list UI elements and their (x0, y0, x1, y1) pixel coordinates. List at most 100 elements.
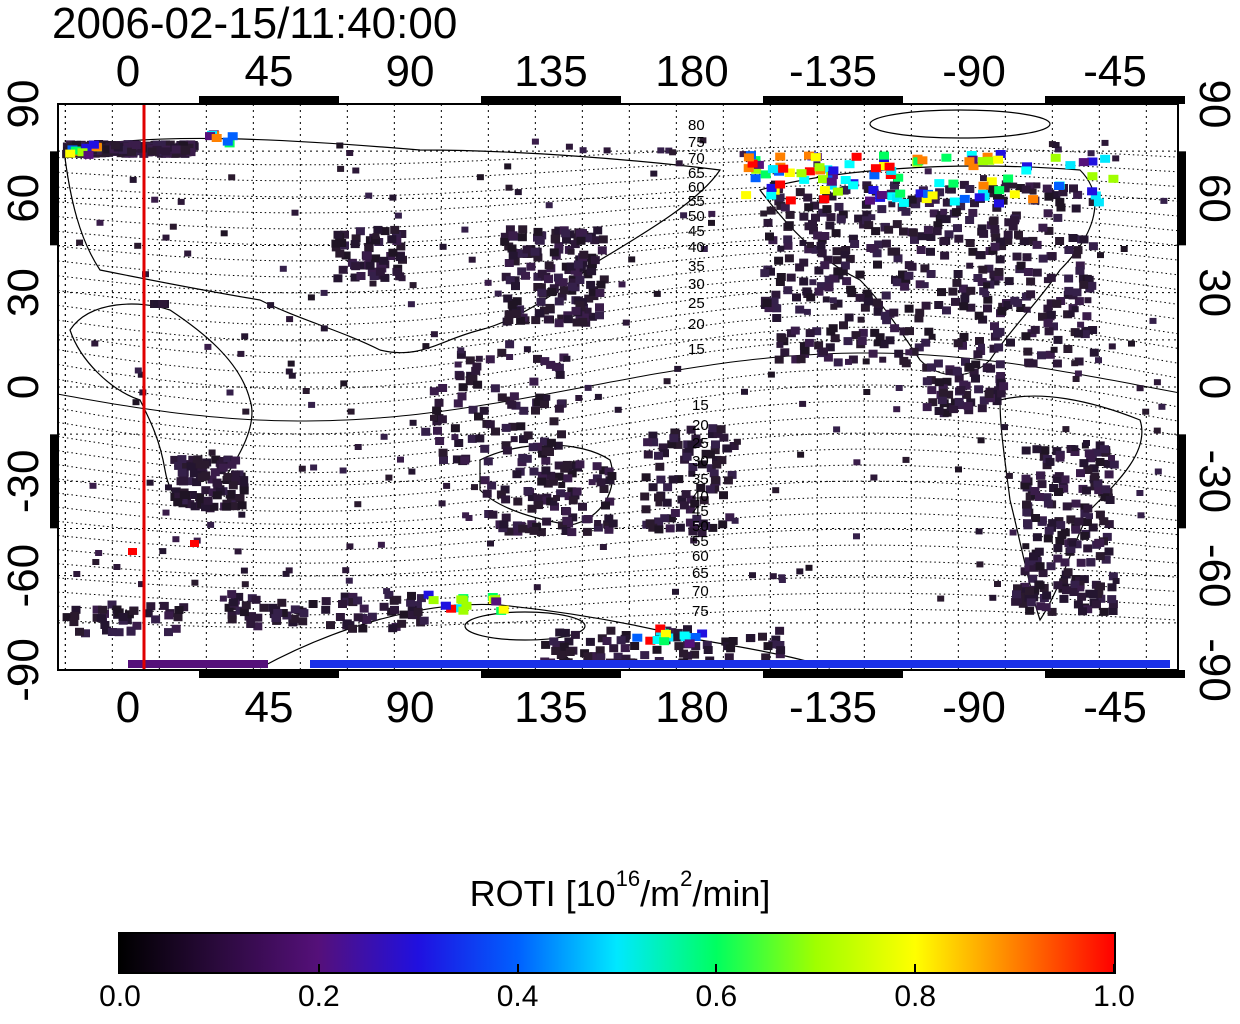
roti-cell (1072, 540, 1082, 549)
roti-cell (920, 264, 930, 273)
roti-cell-enhanced (753, 160, 764, 169)
contour-label: 40 (688, 239, 705, 256)
roti-cell (556, 651, 566, 659)
roti-cell-enhanced (986, 177, 997, 186)
roti-cell (802, 287, 812, 296)
roti-cell (805, 329, 815, 338)
roti-cell (184, 250, 192, 257)
roti-cell (1074, 357, 1084, 366)
roti-cell (655, 462, 665, 471)
roti-cell (212, 491, 222, 500)
roti-cell (1084, 449, 1094, 458)
roti-cell (863, 185, 873, 193)
roti-cell (151, 615, 161, 624)
roti-cell (164, 611, 174, 620)
roti-cell (1020, 582, 1030, 591)
roti-cell (146, 479, 154, 486)
roti-cell (487, 540, 494, 547)
colorbar-tick-label: 1.0 (1093, 980, 1135, 1013)
roti-cell (933, 221, 943, 230)
roti-cell (1006, 338, 1015, 347)
roti-cell (607, 472, 617, 480)
roti-cell (679, 649, 688, 658)
roti-cell (1092, 448, 1102, 457)
roti-cell (616, 636, 626, 645)
roti-cell (792, 293, 801, 302)
roti-cell (110, 141, 120, 150)
roti-cell (984, 390, 994, 398)
roti-cell (1108, 455, 1115, 461)
contour-line (58, 480, 1178, 525)
roti-cell (1088, 590, 1098, 599)
contour-line (58, 300, 1178, 358)
roti-cell (129, 606, 139, 615)
roti-cell (932, 227, 942, 236)
roti-cell (92, 605, 102, 614)
roti-cell-enhanced (915, 189, 926, 198)
roti-cell (959, 302, 969, 311)
roti-cell (552, 642, 562, 651)
roti-cell (1043, 209, 1053, 218)
roti-cell (917, 232, 927, 241)
colorbar-tick-mark (1113, 964, 1115, 974)
roti-cell (834, 202, 844, 211)
roti-cell-enhanced (440, 601, 451, 610)
roti-cell (118, 612, 128, 621)
roti-cell (904, 271, 914, 280)
roti-cell-enhanced (751, 165, 762, 174)
roti-cell (497, 348, 507, 357)
roti-cell (978, 343, 985, 350)
roti-cell (536, 297, 546, 306)
roti-cell-enhanced (851, 152, 862, 161)
roti-cell (1024, 358, 1034, 367)
roti-cell (308, 600, 318, 608)
roti-cell (475, 434, 485, 443)
roti-cell-enhanced (814, 163, 825, 172)
roti-cell (719, 491, 728, 500)
roti-cell (937, 396, 947, 405)
roti-cell (834, 271, 844, 280)
lon-tick-label: -135 (789, 47, 877, 96)
roti-cell (438, 448, 448, 457)
roti-cell (786, 273, 796, 282)
roti-cell (977, 404, 987, 413)
roti-cell (853, 459, 861, 466)
roti-cell (1025, 587, 1034, 595)
roti-cell-enhanced (652, 636, 663, 644)
roti-cell (554, 319, 564, 328)
roti-cell (650, 170, 658, 177)
roti-cell (959, 380, 969, 389)
roti-cell (892, 278, 902, 287)
roti-cell (941, 215, 951, 224)
roti-cell-enhanced (804, 151, 814, 160)
roti-cell (152, 145, 162, 154)
roti-cell (688, 463, 698, 471)
roti-cell-enhanced (1050, 153, 1061, 162)
roti-cell (533, 398, 543, 407)
roti-cell (1066, 515, 1076, 524)
colorbar-title: ROTI [1016/m2/min] (469, 866, 771, 915)
roti-cell (1072, 288, 1082, 297)
roti-cell-enhanced (766, 183, 777, 192)
roti-cell (587, 312, 597, 321)
roti-cell-enhanced (819, 186, 830, 195)
roti-cell (1105, 496, 1115, 504)
roti-cell-enhanced (128, 548, 137, 555)
roti-cell (490, 384, 500, 393)
roti-cell (556, 489, 566, 498)
roti-cell (761, 653, 771, 662)
roti-cell (151, 196, 159, 203)
roti-cell (533, 584, 541, 591)
roti-cell (460, 456, 470, 465)
roti-cell (977, 437, 985, 444)
roti-cell-enhanced (205, 132, 215, 141)
roti-cell-enhanced (778, 164, 789, 173)
roti-cell (823, 353, 833, 362)
roti-cell (191, 579, 199, 586)
roti-cell-enhanced (77, 148, 88, 157)
roti-cell (974, 311, 984, 320)
lon-tick-label: 180 (655, 47, 728, 96)
roti-cell-enhanced (978, 181, 989, 190)
roti-cell (517, 458, 527, 467)
roti-cell (126, 627, 136, 636)
